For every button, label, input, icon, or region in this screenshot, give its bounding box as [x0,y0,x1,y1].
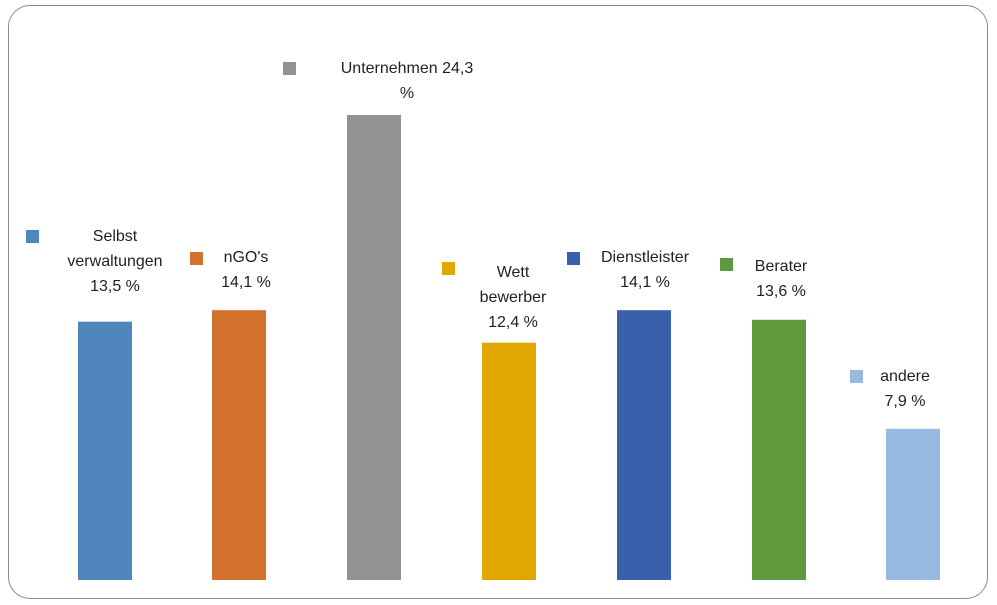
legend-marker-1 [190,252,203,265]
legend-marker-4 [567,252,580,265]
legend-marker-6 [850,370,863,383]
data-label-0-line-2: 13,5 % [90,278,140,295]
data-label-2-line-0: Unternehmen 24,3 [341,60,474,77]
data-label-3-line-0: Wett [497,264,530,281]
legend-marker-0 [26,230,39,243]
data-label-0-line-1: verwaltungen [67,253,162,270]
bar-1 [212,310,266,580]
bar-2 [347,115,401,580]
bar-6 [886,428,940,580]
bar-5 [752,319,806,580]
data-label-1-line-1: 14,1 % [221,274,271,291]
data-label-4-line-0: Dienstleister [601,249,690,266]
bar-4 [617,310,671,580]
legend-marker-3 [442,262,455,275]
bar-3 [482,342,536,580]
data-label-6-line-0: andere [880,368,930,385]
bar-0 [78,321,132,580]
data-label-3-line-1: bewerber [480,289,547,306]
legend-marker-2 [283,62,296,75]
data-label-5-line-1: 13,6 % [756,283,806,300]
legend-marker-5 [720,258,733,271]
data-label-4-line-1: 14,1 % [620,274,670,291]
data-label-5-line-0: Berater [755,258,808,275]
data-label-0-line-0: Selbst [93,228,138,245]
data-label-2-line-1: % [400,85,414,102]
data-label-6-line-1: 7,9 % [885,393,926,410]
data-label-3-line-2: 12,4 % [488,314,538,331]
data-label-1-line-0: nGO's [224,249,269,266]
